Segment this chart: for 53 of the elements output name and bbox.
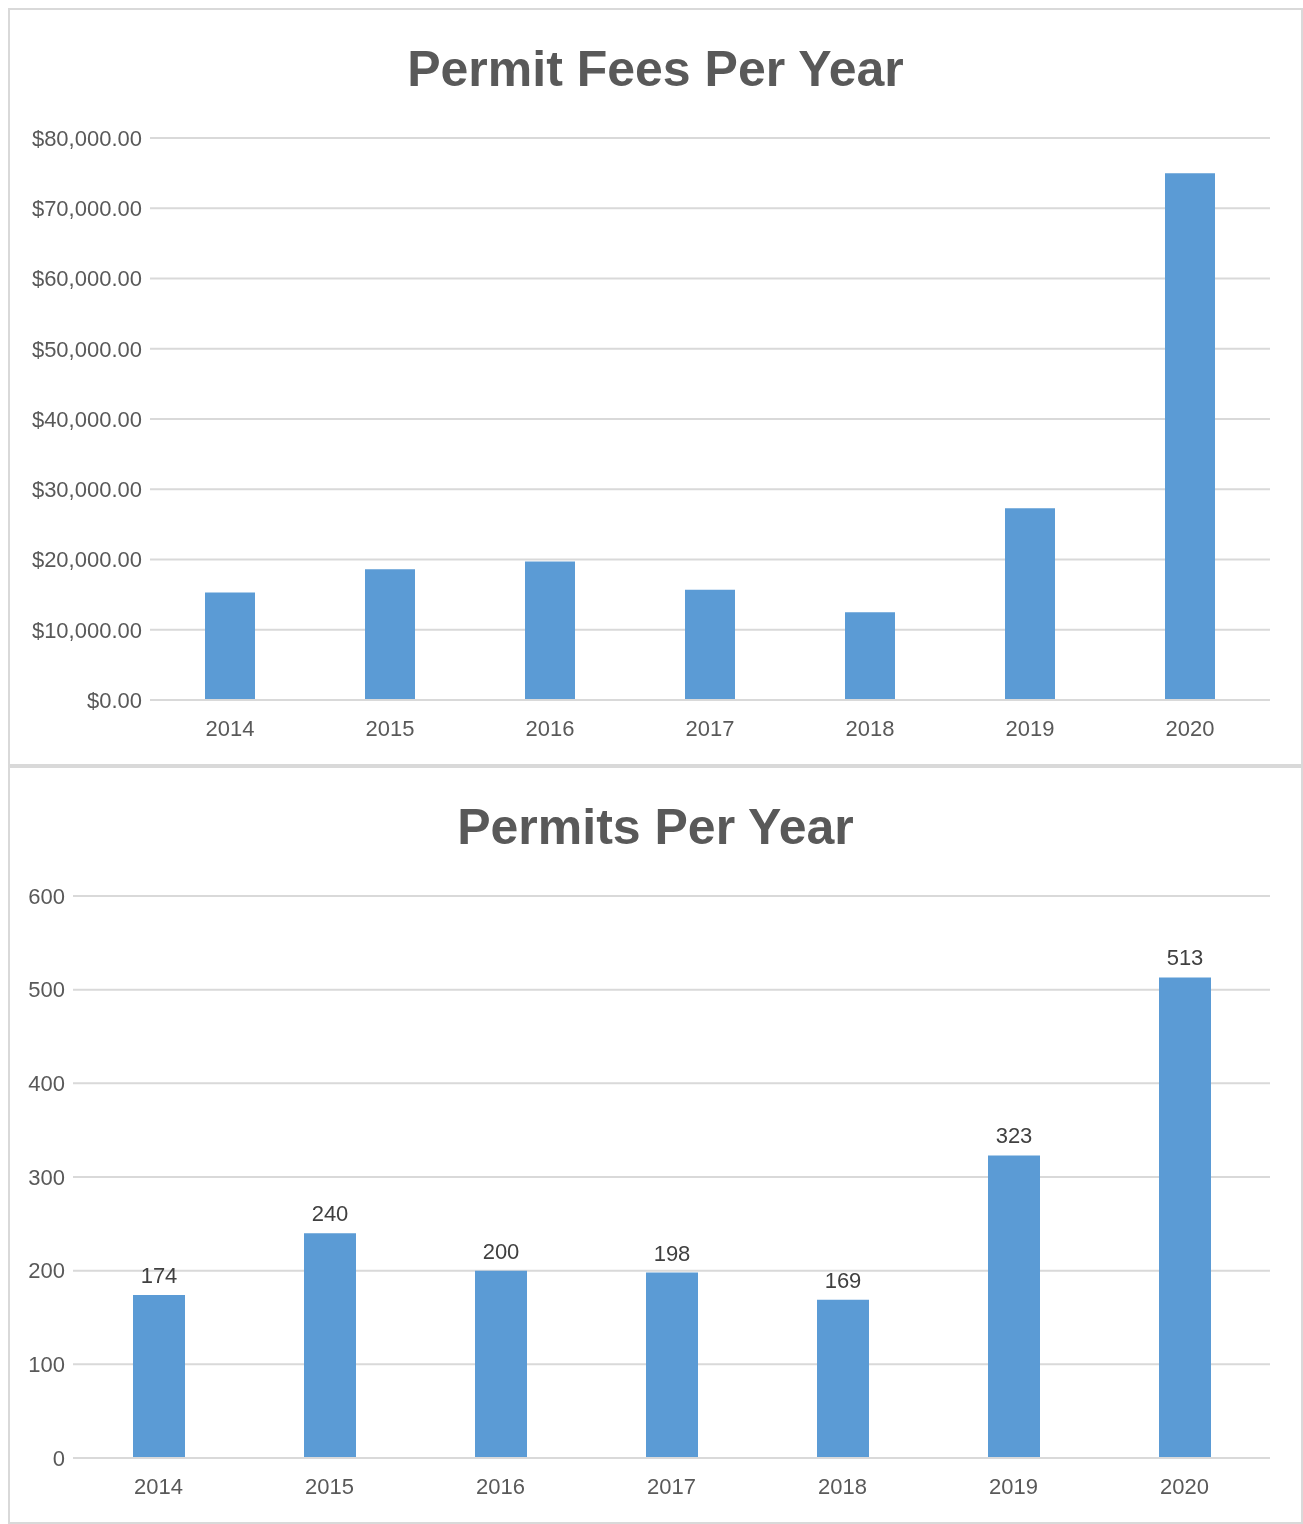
y-tick-label: $80,000.00 [31, 125, 142, 151]
bar [1005, 508, 1055, 700]
x-tick-label: 2016 [525, 715, 575, 741]
x-tick-label: 2020 [1165, 715, 1215, 741]
data-label: 174 [140, 1263, 178, 1289]
bar [304, 1233, 356, 1458]
y-tick-label: $70,000.00 [31, 196, 142, 222]
bar [1159, 977, 1211, 1458]
data-label: 323 [995, 1123, 1033, 1149]
bar [525, 561, 575, 700]
chart-title: Permits Per Year [456, 798, 855, 857]
bar [205, 592, 255, 700]
x-tick-label: 2019 [989, 1473, 1038, 1499]
data-label: 240 [311, 1201, 349, 1227]
y-tick-label: 600 [28, 883, 65, 909]
y-tick-label: $40,000.00 [31, 406, 142, 432]
bar [1165, 173, 1215, 700]
x-tick-label: 2016 [476, 1473, 525, 1499]
x-tick-label: 2017 [685, 715, 735, 741]
bar [475, 1270, 527, 1458]
x-tick-label: 2017 [647, 1473, 696, 1499]
x-tick-label: 2020 [1160, 1473, 1209, 1499]
y-tick-label: $0.00 [86, 687, 142, 713]
bar [988, 1155, 1040, 1458]
y-tick-label: 100 [28, 1352, 65, 1378]
chart-title: Permit Fees Per Year [406, 40, 905, 99]
y-tick-label: $50,000.00 [31, 336, 142, 362]
data-label: 198 [653, 1240, 691, 1266]
y-tick-label: 0 [52, 1445, 65, 1471]
x-tick-label: 2014 [205, 715, 255, 741]
x-tick-label: 2014 [134, 1473, 183, 1499]
y-tick-label: 500 [28, 977, 65, 1003]
y-tick-label: 300 [28, 1164, 65, 1190]
x-tick-label: 2019 [1005, 715, 1055, 741]
data-label: 169 [824, 1267, 862, 1293]
y-tick-label: $20,000.00 [31, 547, 142, 573]
x-tick-label: 2015 [365, 715, 415, 741]
bar [365, 569, 415, 700]
y-tick-label: 400 [28, 1071, 65, 1097]
bar [685, 589, 735, 700]
y-tick-label: 200 [28, 1258, 65, 1284]
x-tick-label: 2018 [818, 1473, 867, 1499]
y-tick-label: $60,000.00 [31, 266, 142, 292]
x-tick-label: 2018 [845, 715, 895, 741]
bar [845, 612, 895, 700]
bar [646, 1272, 698, 1458]
bar [817, 1299, 869, 1458]
data-label: 200 [482, 1238, 520, 1264]
y-tick-label: $30,000.00 [31, 477, 142, 503]
bar [133, 1295, 185, 1458]
y-tick-label: $10,000.00 [31, 617, 142, 643]
data-label: 513 [1166, 945, 1204, 971]
x-tick-label: 2015 [305, 1473, 354, 1499]
